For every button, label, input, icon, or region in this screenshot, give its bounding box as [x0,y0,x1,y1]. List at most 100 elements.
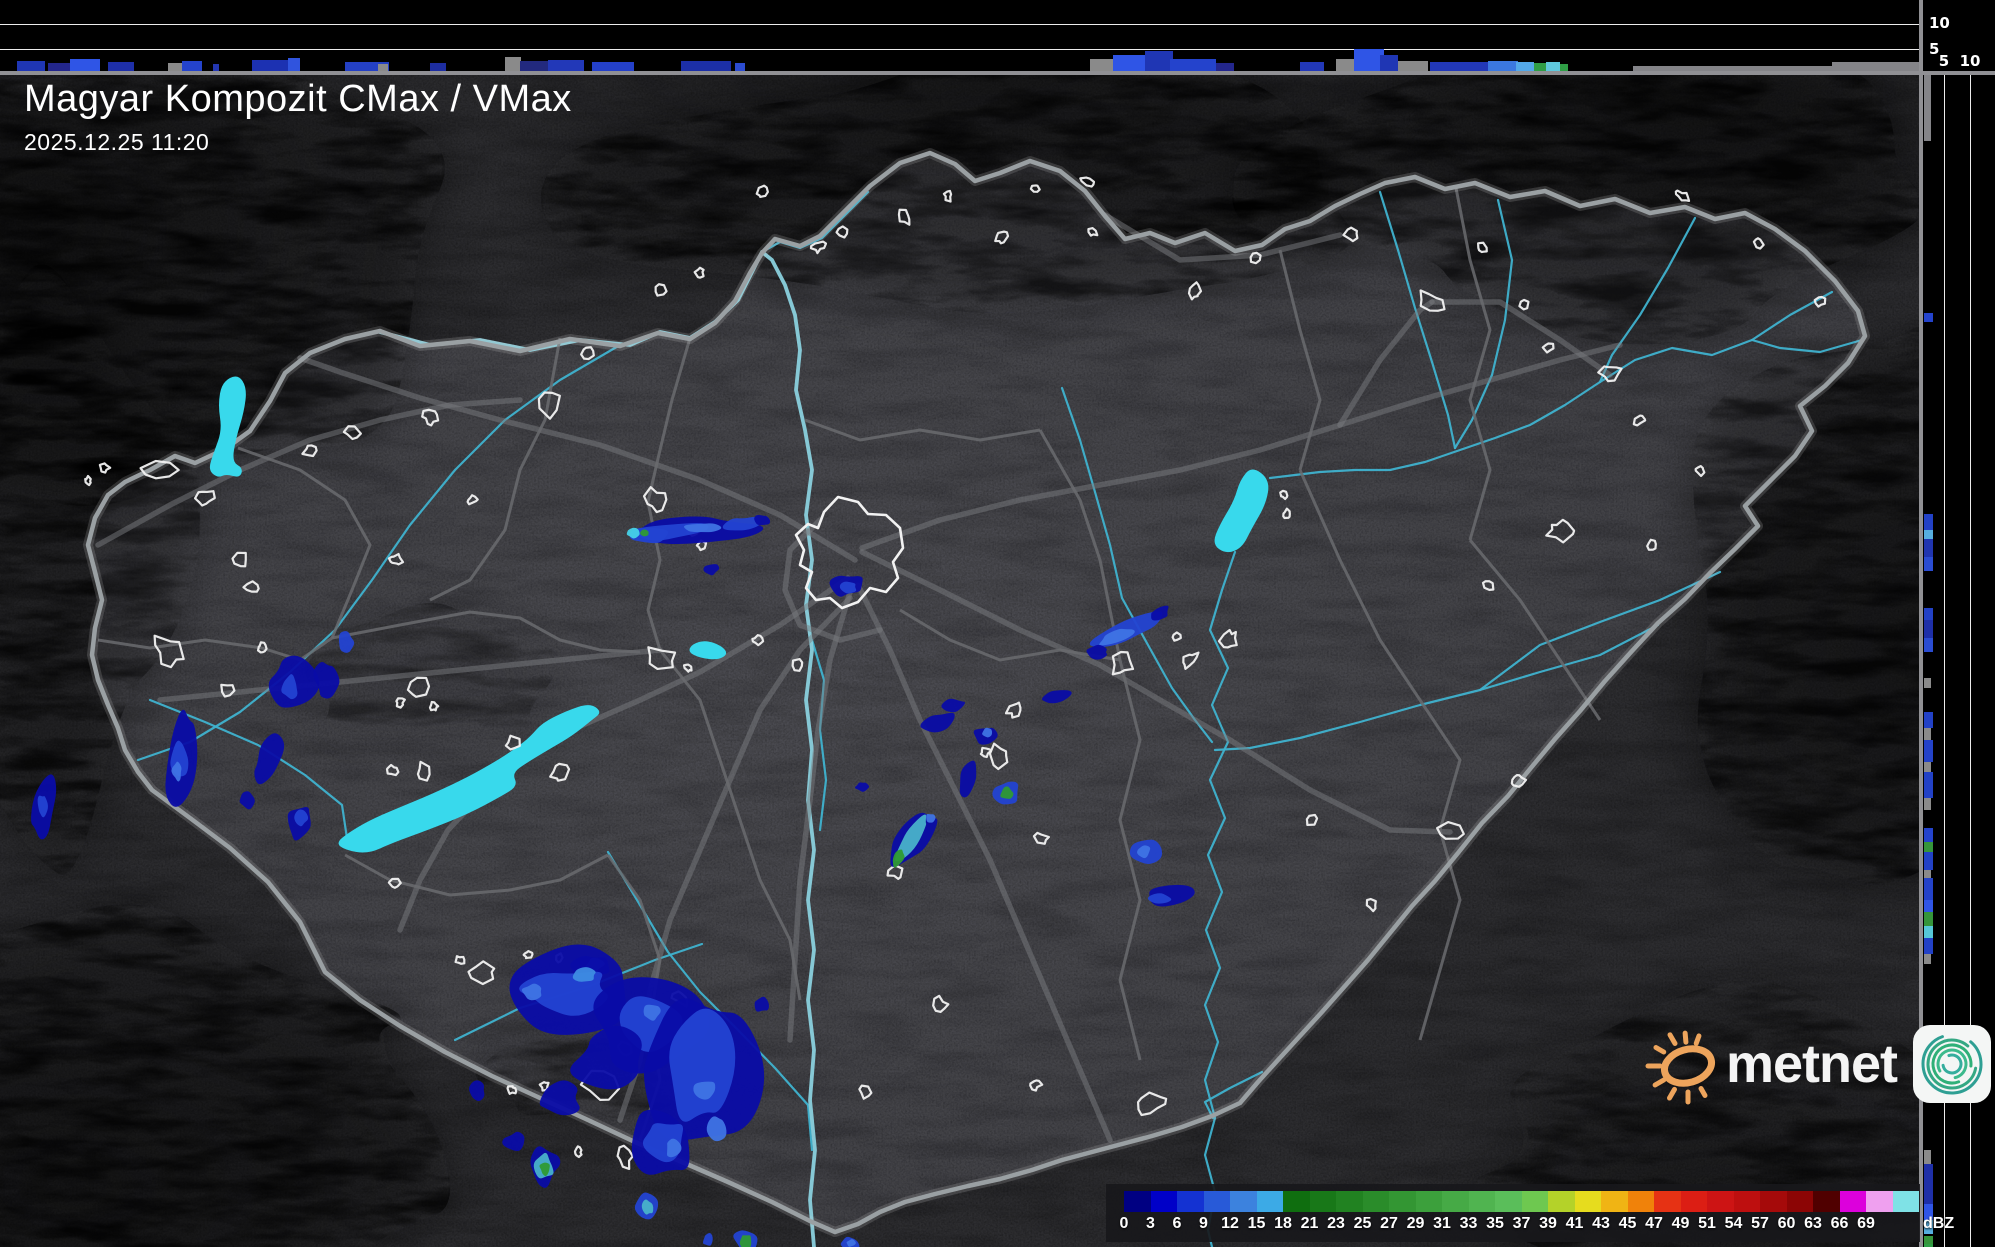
scale-swatch [1150,1191,1177,1212]
scale-swatch [1654,1191,1681,1212]
radar-echo [703,564,720,576]
profile-baseline-bar [1832,62,1919,72]
scale-label: 29 [1406,1215,1425,1232]
radar-echo [754,514,771,526]
scale-label: 31 [1433,1215,1451,1232]
town-outline [1477,241,1488,254]
town-outline [1597,365,1623,383]
profile-echo [1300,62,1324,71]
town-outline [242,580,260,593]
town-outline [1032,831,1051,845]
profile-baseline-bar [1633,66,1919,72]
scale-label: 66 [1830,1215,1849,1232]
radar-echo [294,809,309,827]
radar-echo [502,1131,525,1152]
town-outline [1087,227,1099,237]
scale-swatch [1680,1191,1707,1212]
scale-label: 43 [1592,1215,1610,1232]
river [1453,198,1514,450]
profile-echo [505,57,521,71]
radar-echo [519,971,608,1016]
profile-echo [48,63,70,71]
scale-swatch [1627,1191,1654,1212]
radar-echo [539,1080,580,1116]
map-title: Magyar Kompozit CMax / VMax [24,78,572,120]
river [1203,550,1237,1247]
profile-echo [1924,878,1933,900]
town-outline [751,634,765,647]
profile-echo [1924,678,1931,688]
profile-echo [1516,62,1534,71]
town-outline [654,283,668,297]
profile-echo [1924,828,1933,842]
town-outline [1481,580,1495,591]
river [1268,290,1834,480]
right-axis-label-5: 5 [1938,52,1950,70]
town-outline [1752,237,1765,250]
scale-label: 41 [1565,1215,1584,1232]
town-outline [84,474,92,487]
profile-echo [288,58,300,71]
road [1337,299,1435,428]
top-axis-label-5: 5 [1929,40,1940,58]
radar-echo [683,523,722,533]
scale-swatch [1336,1191,1363,1212]
county-border [1278,249,1322,471]
town-outline [1694,464,1706,478]
scale-label: 37 [1512,1215,1531,1232]
town-outline [1029,184,1041,193]
profile-gridline-5km-vert [1943,73,1945,1247]
radar-echo [239,791,255,810]
town-outline [537,391,561,420]
profile-echo [1924,557,1933,571]
scale-label: 12 [1221,1215,1239,1232]
metnet-logo[interactable]: metnet [1638,1016,1992,1112]
scale-swatch [1548,1191,1575,1212]
profile-gridline-10km-vert [1969,73,1971,1247]
town-outline [467,960,496,986]
town-outline [421,408,440,427]
sun-icon [1645,1030,1716,1105]
radar-echo [641,1199,654,1215]
profile-gridline-10km [0,23,1919,25]
profile-echo [430,63,446,71]
radar-echo [895,814,927,862]
profile-echo [1924,514,1933,530]
metnet-app-icon [1913,1025,1992,1103]
river [1598,216,1697,384]
grain-texture [0,0,1919,1247]
town-outline [942,189,953,203]
radar-echo [521,983,542,1001]
town-outline [1436,821,1465,840]
map-timestamp: 2025.12.25 11:20 [24,129,210,155]
town-outline [616,1144,634,1171]
radar-echo [722,516,761,531]
county-border [804,418,1041,442]
scale-swatch [1839,1191,1866,1212]
radar-echo [629,527,669,544]
scale-label: 9 [1199,1215,1208,1232]
profile-echo [1216,63,1234,71]
profile-echo [17,61,45,71]
town-outline [1249,251,1262,265]
profile-baseline-bar [1924,74,1931,141]
river [148,698,350,847]
scale-swatch [1495,1191,1522,1212]
profile-echo [1354,49,1384,71]
radar-echo [920,712,955,733]
profile-echo [168,63,182,71]
profile-echo [1170,59,1216,71]
scale-label: 69 [1857,1215,1875,1232]
river [1213,623,1660,752]
town-outline [466,494,479,506]
radar-echo [1041,690,1072,704]
road [859,342,1623,551]
county-border [344,853,609,897]
radar-echo [313,661,340,699]
scale-label: 23 [1327,1215,1345,1232]
profile-echo [1924,1220,1933,1234]
town-outline [1111,650,1135,676]
radar-echo [469,1080,485,1102]
profile-echo [1924,1150,1931,1164]
scale-label: 49 [1671,1215,1690,1232]
